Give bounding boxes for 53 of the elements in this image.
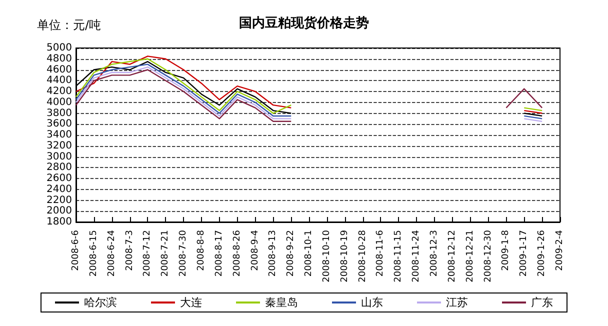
x-tick-label: 2008-11-15 <box>394 230 404 282</box>
y-tick-label: 3600 <box>46 118 72 130</box>
x-tick-label: 2008-8-17 <box>214 230 224 277</box>
y-tick-label: 3400 <box>46 130 72 140</box>
x-tick-label: 2008-6-6 <box>71 230 81 271</box>
x-tick-label: 2008-12-30 <box>483 230 494 282</box>
y-tick-label: 4200 <box>46 86 72 97</box>
x-tick-label: 2008-10-1 <box>304 230 314 277</box>
y-tick-label: 2600 <box>46 173 72 184</box>
x-tick-label: 2009-1-26 <box>537 230 548 277</box>
x-tick-label: 2008-10-10 <box>322 230 332 282</box>
y-tick-label: 3200 <box>46 140 72 152</box>
x-tick-label: 2008-12-3 <box>430 230 440 277</box>
y-tick-label: 2400 <box>46 184 72 195</box>
y-tick-label: 4600 <box>46 64 72 76</box>
x-tick-label: 2008-12-21 <box>465 230 476 282</box>
x-tick-label: 2008-9-22 <box>286 230 296 277</box>
y-tick-label: 2000 <box>46 206 72 217</box>
x-tick-label: 2008-11-24 <box>412 230 422 282</box>
legend-label: 大连 <box>180 296 202 309</box>
x-tick-label: 2008-7-21 <box>160 230 171 277</box>
x-tick-label: 2008-6-24 <box>106 230 117 277</box>
x-tick-label: 2008-9-13 <box>268 230 278 277</box>
x-tick-label: 2009-1-17 <box>519 230 530 277</box>
y-tick-label: 3000 <box>46 151 72 162</box>
x-tick-label: 2008-8-26 <box>232 230 242 277</box>
legend-label: 哈尔滨 <box>84 296 117 309</box>
y-tick-label: 3800 <box>46 108 72 119</box>
x-tick-label: 2008-7-12 <box>142 230 153 277</box>
x-tick-label: 2008-11-6 <box>376 230 386 277</box>
x-tick-label: 2008-10-28 <box>358 230 368 282</box>
x-tick-label: 2008-8-8 <box>196 230 206 271</box>
x-tick-label: 2008-9-4 <box>250 230 260 271</box>
y-tick-label: 4800 <box>46 53 72 64</box>
x-tick-label: 2008-12-12 <box>447 230 458 282</box>
y-tick-label: 2200 <box>46 194 72 206</box>
x-tick-label: 2009-2-4 <box>555 230 565 271</box>
legend-label: 广东 <box>531 296 553 309</box>
x-tick-label: 2008-6-15 <box>88 230 99 277</box>
x-tick-label: 2009-1-8 <box>501 230 512 271</box>
legend-label: 山东 <box>361 296 383 309</box>
y-axis-title: 单位：元/吨 <box>37 18 102 32</box>
chart-title: 国内豆粕现货价格走势 <box>239 15 369 31</box>
legend-label: 江苏 <box>446 296 468 309</box>
y-tick-label: 5000 <box>46 42 72 54</box>
y-tick-label: 1800 <box>46 216 72 228</box>
legend-label: 秦皇岛 <box>265 296 298 309</box>
y-tick-label: 4000 <box>46 96 72 108</box>
x-tick-label: 2008-10-19 <box>340 230 350 282</box>
x-tick-label: 2008-7-30 <box>178 230 189 277</box>
x-tick-label: 2008-7-3 <box>124 230 135 271</box>
y-tick-label: 2800 <box>46 162 72 174</box>
y-tick-label: 4400 <box>46 75 72 86</box>
